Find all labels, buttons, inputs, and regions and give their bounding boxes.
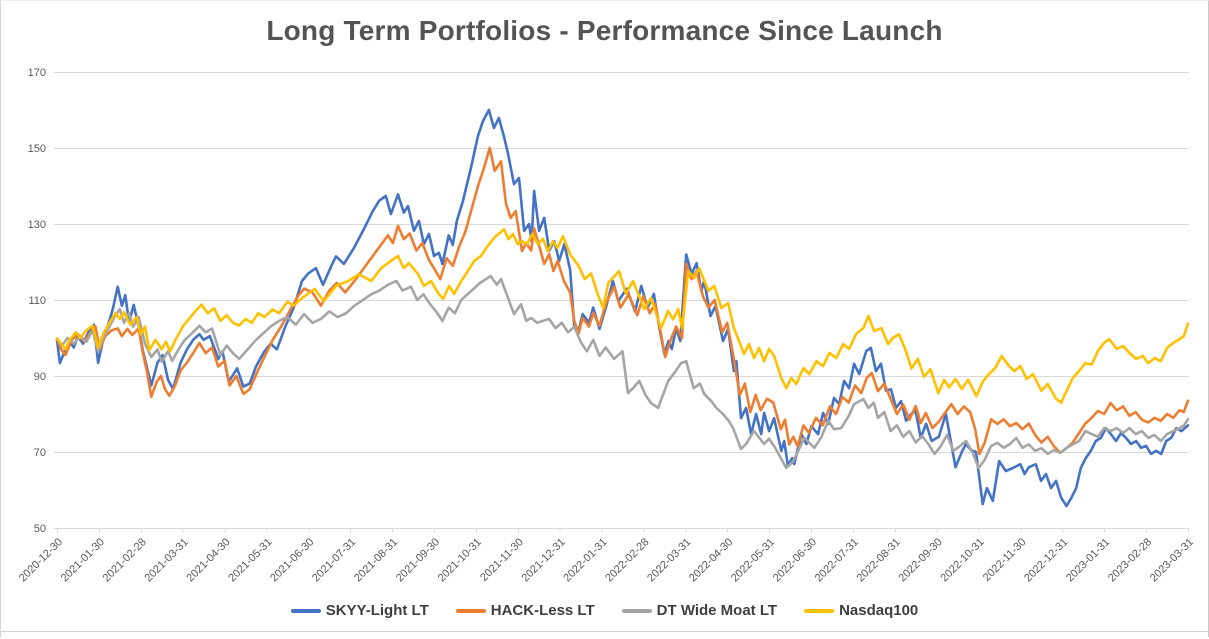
legend-item-skyy-light-lt: SKYY-Light LT — [290, 602, 429, 619]
x-tick-label: 2023-02-28 — [1106, 536, 1154, 584]
x-tick-label: 2021-07-31 — [310, 536, 358, 584]
x-tick-label: 2021-04-30 — [184, 536, 232, 584]
x-tick-label: 2022-12-31 — [1022, 536, 1070, 584]
legend-label: SKYY-Light LT — [325, 602, 429, 619]
x-tick-label: 2021-12-31 — [520, 536, 568, 584]
x-tick-label: 2021-05-31 — [226, 536, 274, 584]
x-tick-label: 2022-10-31 — [938, 536, 986, 584]
series-line-skyy-light-lt — [55, 108, 1190, 508]
y-tick-label: 90 — [34, 371, 46, 383]
x-tick-label: 2021-02-28 — [101, 536, 149, 584]
x-tick-label: 2022-04-30 — [687, 536, 735, 584]
x-axis-labels: 2020-12-302021-01-302021-02-282021-03-31… — [17, 536, 1196, 584]
skyy-light-lt-line-swatch-icon — [290, 608, 321, 613]
chart-legend: SKYY-Light LT HACK-Less LT DT Wide Moat … — [1, 602, 1208, 619]
series-line-hack-less-lt — [55, 146, 1190, 456]
nasdaq100-line-swatch-icon — [804, 608, 835, 613]
x-tick-label: 2021-03-31 — [143, 536, 191, 584]
legend-label: HACK-Less LT — [490, 602, 595, 619]
x-tick-label: 2021-06-30 — [268, 536, 316, 584]
x-axis — [54, 528, 1189, 533]
series-line-dt-wide-moat-lt — [55, 274, 1190, 470]
y-tick-label: 110 — [28, 295, 46, 307]
y-tick-label: 170 — [28, 67, 46, 79]
x-tick-label: 2021-01-30 — [59, 536, 107, 584]
x-tick-label: 2022-03-31 — [645, 536, 693, 584]
x-tick-label: 2022-09-30 — [897, 536, 945, 584]
y-tick-label: 150 — [28, 143, 46, 155]
x-tick-label: 2021-11-30 — [478, 536, 526, 584]
page-title: Long Term Portfolios - Performance Since… — [266, 15, 943, 46]
x-tick-label: 2021-10-31 — [436, 536, 484, 584]
legend-item-nasdaq100: Nasdaq100 — [804, 602, 918, 619]
x-tick-label: 2022-07-31 — [813, 536, 861, 584]
dt-wide-moat-lt-line-swatch-icon — [621, 608, 652, 613]
legend-item-hack-less-lt: HACK-Less LT — [455, 602, 595, 619]
series-line-nasdaq100 — [55, 228, 1190, 404]
x-tick-label: 2022-11-30 — [981, 536, 1029, 584]
x-tick-label: 2021-09-30 — [394, 536, 442, 584]
x-tick-label: 2022-05-31 — [729, 536, 777, 584]
x-tick-label: 2023-01-31 — [1064, 536, 1112, 584]
y-axis-labels: 170 150 130 110 90 70 50 — [28, 67, 46, 535]
window-bottom-edge — [1, 631, 1208, 639]
y-tick-label: 50 — [34, 523, 46, 535]
x-tick-label: 2022-06-30 — [771, 536, 819, 584]
y-tick-label: 130 — [28, 219, 46, 231]
x-tick-label: 2022-08-31 — [855, 536, 903, 584]
x-tick-label: 2023-03-31 — [1148, 536, 1196, 584]
legend-label: DT Wide Moat LT — [656, 602, 778, 619]
legend-item-dt-wide-moat-lt: DT Wide Moat LT — [621, 602, 778, 619]
x-tick-label: 2022-01-31 — [561, 536, 609, 584]
y-tick-label: 70 — [34, 447, 46, 459]
x-tick-label: 2022-02-28 — [603, 536, 651, 584]
legend-label: Nasdaq100 — [839, 602, 919, 619]
y-gridlines — [54, 72, 1189, 529]
hack-less-lt-line-swatch-icon — [455, 608, 486, 613]
x-tick-label: 2021-08-31 — [352, 536, 400, 584]
x-tick-label: 2020-12-30 — [17, 536, 65, 584]
